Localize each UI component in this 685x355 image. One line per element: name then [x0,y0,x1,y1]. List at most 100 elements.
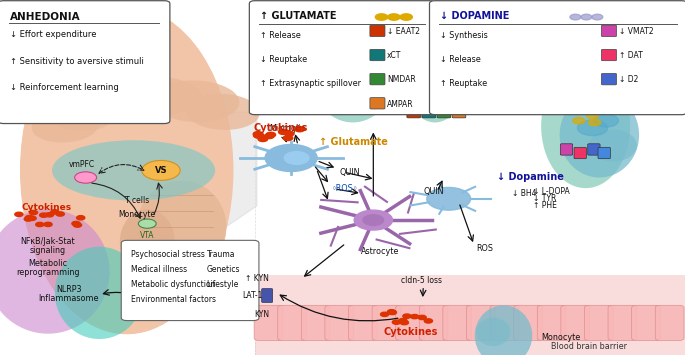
Text: Microglia: Microglia [269,124,306,133]
Circle shape [424,319,432,323]
Text: Metabolic: Metabolic [28,259,68,268]
Circle shape [403,314,411,318]
FancyBboxPatch shape [656,305,684,340]
Circle shape [332,60,347,68]
Text: ↑ Sensitivity to aversive stimuli: ↑ Sensitivity to aversive stimuli [10,57,144,66]
Circle shape [279,130,288,135]
Ellipse shape [0,209,110,334]
Ellipse shape [68,76,158,119]
Circle shape [73,223,82,227]
Circle shape [588,119,601,126]
Text: xCT: xCT [387,51,401,60]
FancyBboxPatch shape [598,147,610,159]
FancyBboxPatch shape [301,305,330,340]
Ellipse shape [21,7,233,334]
Circle shape [418,315,426,320]
Circle shape [592,14,603,20]
FancyBboxPatch shape [561,305,590,340]
Text: ↓ EAAT2: ↓ EAAT2 [387,27,420,36]
FancyBboxPatch shape [407,105,421,118]
Circle shape [335,80,347,87]
Text: VS: VS [155,166,167,175]
FancyBboxPatch shape [490,305,519,340]
Text: QUIN: QUIN [423,187,444,196]
FancyBboxPatch shape [255,275,685,355]
FancyBboxPatch shape [601,49,616,61]
Text: ↓ Reinforcement learning: ↓ Reinforcement learning [10,83,119,92]
Circle shape [265,144,317,171]
Text: Genetics: Genetics [207,265,240,274]
Ellipse shape [151,81,240,122]
Ellipse shape [120,209,175,273]
Ellipse shape [589,130,637,162]
Text: Medical illness: Medical illness [131,265,187,274]
Ellipse shape [186,94,260,130]
FancyBboxPatch shape [396,305,425,340]
FancyBboxPatch shape [370,49,385,61]
Text: Cytokines: Cytokines [384,327,438,337]
Text: Environmental factors: Environmental factors [131,295,216,304]
Circle shape [25,215,34,220]
FancyBboxPatch shape [249,1,435,115]
Circle shape [45,213,53,217]
FancyBboxPatch shape [370,98,385,109]
FancyBboxPatch shape [419,305,448,340]
Circle shape [40,213,48,217]
FancyBboxPatch shape [584,305,613,340]
Circle shape [28,216,36,220]
Circle shape [577,120,608,136]
Ellipse shape [32,110,99,142]
Ellipse shape [308,12,397,122]
Ellipse shape [40,86,117,131]
Text: reprogramming: reprogramming [16,268,79,277]
Text: ↓ Release: ↓ Release [440,55,481,64]
FancyBboxPatch shape [437,105,451,118]
Text: Cytokines: Cytokines [21,203,72,212]
Text: ↑ DAT: ↑ DAT [619,51,643,60]
Circle shape [56,212,64,216]
Circle shape [284,152,309,164]
Circle shape [75,172,97,183]
FancyBboxPatch shape [601,73,616,85]
FancyBboxPatch shape [254,305,283,340]
Circle shape [253,132,263,137]
Text: Inflammasome: Inflammasome [38,294,99,303]
Text: ↓ DOPAMINE: ↓ DOPAMINE [440,11,510,21]
FancyBboxPatch shape [537,305,566,340]
Text: QUIN: QUIN [340,168,360,177]
FancyBboxPatch shape [560,144,573,155]
Ellipse shape [476,318,510,346]
FancyBboxPatch shape [601,25,616,37]
Text: Astrocyte: Astrocyte [361,247,399,256]
Text: T cells: T cells [125,196,149,205]
FancyBboxPatch shape [608,305,637,340]
Text: Psychosocial stress: Psychosocial stress [131,250,205,258]
Text: Metabolic dysfunction: Metabolic dysfunction [131,280,215,289]
Circle shape [72,222,80,226]
Ellipse shape [401,9,469,122]
FancyBboxPatch shape [443,305,472,340]
Circle shape [284,131,294,136]
Circle shape [334,69,349,77]
Ellipse shape [137,181,226,273]
Circle shape [342,44,357,52]
Circle shape [410,315,419,319]
Text: ↓ Reuptake: ↓ Reuptake [260,55,308,64]
Circle shape [388,310,396,314]
Text: Monocyte: Monocyte [541,333,580,342]
Text: NLRP3: NLRP3 [55,285,82,294]
Text: ↓ Synthesis: ↓ Synthesis [440,31,488,40]
FancyBboxPatch shape [452,105,466,118]
FancyBboxPatch shape [262,289,273,302]
Text: Blood brain barrier: Blood brain barrier [551,342,627,351]
Text: ↓ D2: ↓ D2 [619,75,638,84]
Ellipse shape [475,305,532,355]
Circle shape [573,118,585,124]
Circle shape [354,210,393,230]
Circle shape [266,132,275,137]
Text: Trauma: Trauma [207,250,235,258]
Text: NMDAR: NMDAR [387,75,416,84]
Text: Cytokines: Cytokines [253,123,308,133]
Text: ↓ Effort expenditure: ↓ Effort expenditure [10,30,97,39]
Circle shape [363,215,384,225]
